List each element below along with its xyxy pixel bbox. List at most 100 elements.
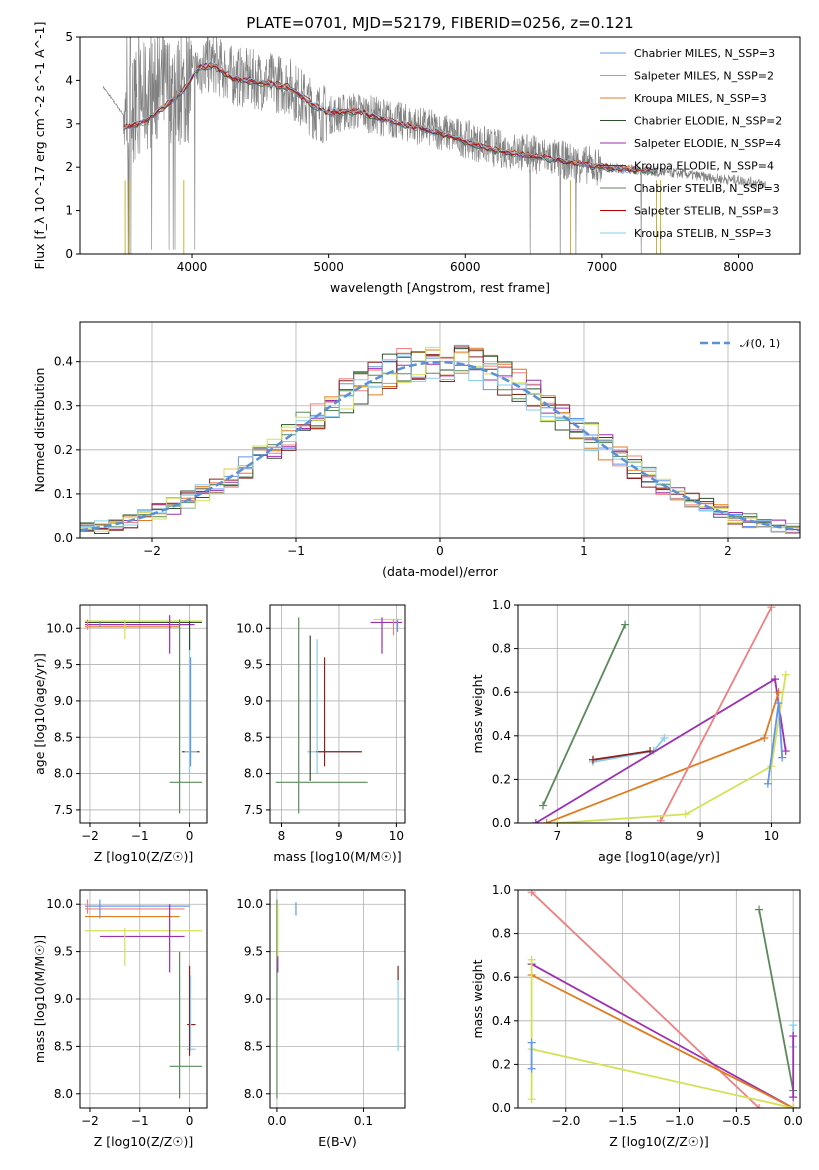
legend-entry: Salpeter STELIB, N_SSP=3 <box>634 205 779 218</box>
plot-area <box>276 899 399 1099</box>
data-point-marker <box>789 1104 798 1108</box>
data-point-marker <box>760 733 769 742</box>
x-tick-label: −2 <box>81 1114 99 1128</box>
x-tick-label: 7 <box>553 829 561 843</box>
weight-line <box>542 624 626 806</box>
x-axis-label: mass [log10(M/M☉)] <box>273 849 401 864</box>
data-point-marker <box>763 779 772 788</box>
data-point-marker <box>781 747 790 756</box>
axes-frame <box>79 604 208 824</box>
y-tick-label: 0.1 <box>54 487 73 501</box>
plot-area <box>102 37 766 254</box>
data-point-marker <box>621 620 630 629</box>
axes-frame <box>79 321 801 539</box>
x-tick-label: 6000 <box>450 260 481 274</box>
data-point-marker <box>527 955 536 964</box>
data-point-marker <box>789 1093 798 1102</box>
y-tick-label: 10.0 <box>236 897 263 911</box>
x-tick-label: 10 <box>764 829 779 843</box>
x-tick-label: 9 <box>696 829 704 843</box>
y-axis-label: mass [log10(M/M☉)] <box>32 935 47 1063</box>
axes-frame <box>79 36 801 255</box>
axes-frame <box>269 604 406 824</box>
x-tick-label: 7000 <box>587 260 618 274</box>
y-tick-label: 1.0 <box>492 598 511 612</box>
x-tick-label: 5000 <box>313 260 344 274</box>
x-tick-label: 8000 <box>723 260 754 274</box>
y-tick-label: 10.0 <box>236 621 263 635</box>
y-tick-label: 8.0 <box>54 1087 73 1101</box>
weight-line <box>546 691 780 823</box>
chart-spectrum: 4000 5000 6000 7000 8000 0 1 2 3 4 5 wavelength [An… <box>32 14 801 295</box>
data-point-marker <box>527 1038 536 1047</box>
data-point-marker <box>789 1021 798 1030</box>
data-point-marker <box>553 819 562 823</box>
data-point-marker <box>527 1095 536 1104</box>
y-tick-label: 10.0 <box>46 621 73 635</box>
x-axis-label: wavelength [Angstrom, rest frame] <box>330 280 550 295</box>
y-tick-label: 1.0 <box>492 883 511 897</box>
plot-area <box>84 899 203 1099</box>
x-tick-label: −1.0 <box>665 1114 694 1128</box>
data-point-marker <box>531 819 540 823</box>
plot-area <box>531 605 790 823</box>
axes-frame <box>517 889 801 1109</box>
weight-line <box>758 909 795 1091</box>
weight-line <box>535 677 787 823</box>
legend-entry: Chabrier ELODIE, N_SSP=2 <box>634 115 782 128</box>
model-fit-line <box>123 61 657 172</box>
y-axis-label: Flux [f_λ 10^-17 erg cm^-2 s^-1 A^-1] <box>32 22 47 270</box>
y-tick-label: 0.8 <box>492 642 511 656</box>
x-axis-label: age [log10(age/yr)] <box>598 849 720 864</box>
plot-area <box>80 344 800 534</box>
y-tick-label: 0.4 <box>54 355 73 369</box>
data-point-marker <box>538 801 547 810</box>
chart-weight-vs-age: 7 8 9 10 0.0 0.2 0.4 0.6 0.8 1.0 age [log10(age/yr… <box>470 598 801 864</box>
weight-line <box>531 963 794 1108</box>
y-tick-label: 1 <box>65 204 73 218</box>
residual-histogram <box>80 346 800 534</box>
y-tick-label: 5 <box>65 30 73 44</box>
x-tick-label: −0.5 <box>722 1114 751 1128</box>
data-point-marker <box>588 755 597 764</box>
x-tick-label: 9 <box>335 829 343 843</box>
chart-title: PLATE=0701, MJD=52179, FIBERID=0256, z=0… <box>246 14 633 32</box>
data-point-marker <box>660 733 669 742</box>
x-tick-label: −2.0 <box>551 1114 580 1128</box>
axes-frame <box>517 604 801 824</box>
legend-entry: 𝒩(0, 1) <box>740 337 780 350</box>
x-tick-label: −2 <box>81 829 99 843</box>
y-tick-label: 0.8 <box>492 927 511 941</box>
chart-age-vs-z: −2 −1 0 7.5 8.0 8.5 9.0 9.5 10.0 Z [log10(Z/Z☉)] a… <box>32 604 208 864</box>
legend-entry: Salpeter ELODIE, N_SSP=4 <box>634 137 781 150</box>
y-tick-label: 2 <box>65 160 73 174</box>
y-tick-label: 0.2 <box>492 772 511 786</box>
x-tick-label: 8 <box>625 829 633 843</box>
y-tick-label: 9.0 <box>54 694 73 708</box>
weight-line <box>531 974 794 1108</box>
observed-spectrum <box>102 37 766 254</box>
chart-age-vs-mass: 8 9 10 7.5 8.0 8.5 9.0 9.5 10.0 mass [log10(M/M☉)… <box>236 604 406 864</box>
legend-entry: Chabrier MILES, N_SSP=3 <box>634 47 775 60</box>
x-tick-label: −1.5 <box>608 1114 637 1128</box>
data-point-marker <box>778 753 787 762</box>
data-point-marker <box>767 605 776 612</box>
plot-area <box>84 615 203 814</box>
y-tick-label: 8.0 <box>244 1087 263 1101</box>
x-tick-label: 0.0 <box>784 1114 803 1128</box>
legend-entry: Salpeter MILES, N_SSP=2 <box>634 70 774 83</box>
y-tick-label: 0.0 <box>492 1101 511 1115</box>
y-tick-label: 8.5 <box>54 1039 73 1053</box>
x-tick-label: −1 <box>131 1114 149 1128</box>
y-tick-label: 9.0 <box>54 992 73 1006</box>
legend-entry: Kroupa ELODIE, N_SSP=4 <box>634 160 774 173</box>
x-tick-label: 8 <box>278 829 286 843</box>
chart-mass-vs-ebv: 0.0 0.1 8.0 8.5 9.0 9.5 10.0 E(B-V) <box>236 889 406 1149</box>
legend-entry: Kroupa STELIB, N_SSP=3 <box>634 227 772 240</box>
x-axis-label: Z [log10(Z/Z☉)] <box>94 1134 194 1149</box>
y-tick-label: 8.5 <box>54 730 73 744</box>
y-axis-label: Normed distribution <box>32 368 47 493</box>
data-point-marker <box>542 819 551 823</box>
weight-line <box>592 750 651 761</box>
weight-line <box>557 674 787 823</box>
